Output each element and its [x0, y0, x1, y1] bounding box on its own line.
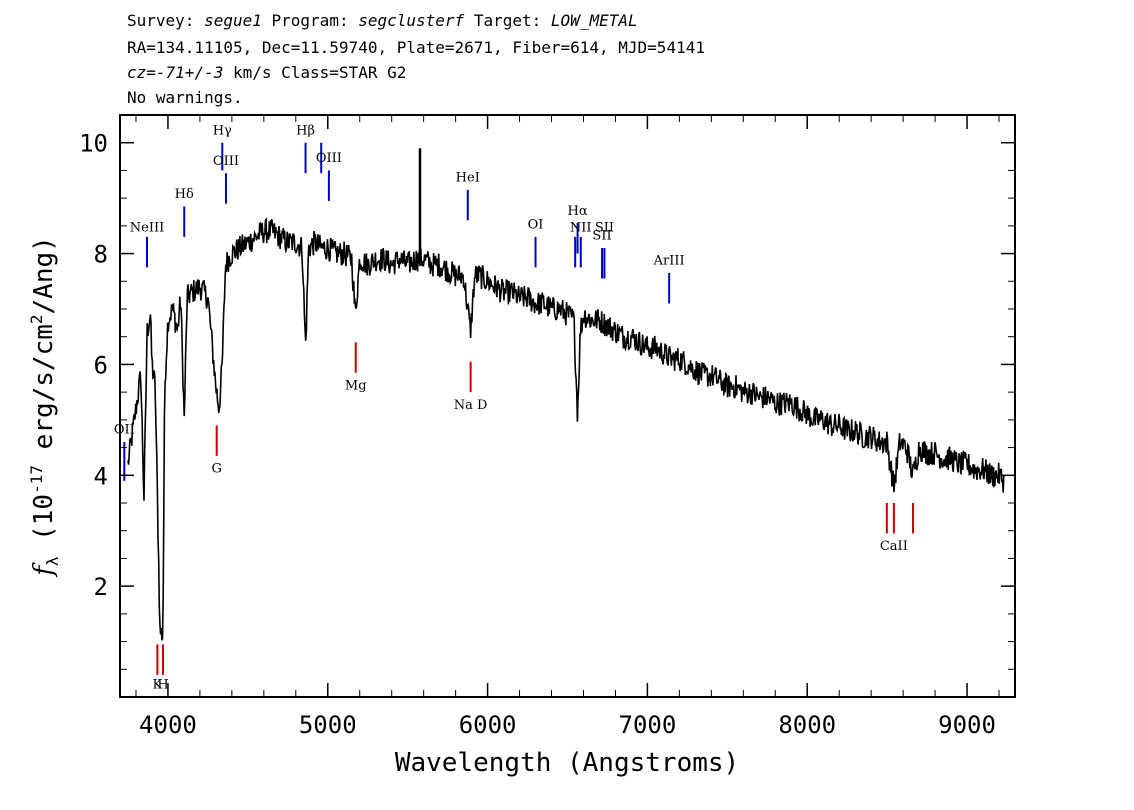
cz-value: -71+/-3	[155, 63, 224, 82]
program-label: Program:	[271, 11, 349, 30]
y-axis-label-c: /Ang)	[29, 236, 59, 314]
emission_lines-label: SII	[595, 220, 614, 235]
target-label: Target:	[473, 11, 542, 30]
absorption_lines-label: Na D	[454, 398, 488, 413]
x-tick-label: 8000	[778, 711, 836, 739]
y-axis-label: fλ (10-17 erg/s/cm2/Ang)	[27, 236, 62, 578]
y-axis-label-exp2: 2	[27, 314, 46, 324]
emission_lines-label: NeIII	[130, 220, 164, 235]
target-value: LOW_METAL	[550, 11, 638, 30]
x-tick-label: 5000	[299, 711, 357, 739]
y-axis-label-exp: -17	[27, 465, 46, 494]
header-line-target: Survey: segue1 Program: segclusterf Targ…	[127, 12, 638, 30]
header-line-redshift: cz=-71+/-3 km/s Class=STAR G2	[127, 64, 406, 82]
program-value: segclusterf	[358, 11, 465, 30]
emission_lines-label: OI	[528, 218, 544, 233]
y-tick-label: 2	[94, 573, 108, 601]
emission_lines-label: NII	[570, 220, 592, 235]
absorption_lines-label: K	[153, 678, 163, 693]
emission_lines-label: Hδ	[175, 187, 194, 202]
x-tick-label: 4000	[139, 711, 197, 739]
header-line-coords: RA=134.11105, Dec=11.59740, Plate=2671, …	[127, 38, 705, 57]
emission_lines-label: Hα	[568, 204, 588, 219]
header-line-warnings: No warnings.	[127, 88, 243, 107]
plot-frame	[119, 114, 1016, 698]
cz-label: cz=	[127, 63, 156, 82]
emission_lines-label: OII	[114, 423, 135, 438]
series-layer	[127, 148, 1005, 641]
survey-value: segue1	[204, 11, 262, 30]
emission_lines-label: OIII	[316, 151, 342, 166]
y-tick-label: 10	[79, 130, 108, 158]
y-axis-label-b: erg/s/cm	[29, 324, 59, 465]
emission_lines-label: SII	[592, 229, 611, 244]
x-tick-label: 9000	[938, 711, 996, 739]
y-axis-label-sub: λ	[43, 556, 62, 566]
absorption_lines-label: G	[211, 462, 221, 477]
survey-label: Survey:	[127, 11, 195, 30]
absorption_lines-label: Mg	[345, 378, 367, 393]
spectral-lines-layer: OIINeIIIHδHγOIIIHβOIIIHeIOIHαNIISIISIIAr…	[114, 123, 915, 693]
y-tick-label: 8	[94, 241, 108, 269]
emission_lines-label: ArIII	[653, 254, 685, 269]
cz-rest: km/s Class=STAR G2	[223, 63, 407, 82]
y-tick-label: 4	[94, 462, 108, 490]
emission_lines-label: OIII	[213, 154, 239, 169]
x-tick-label: 6000	[459, 711, 517, 739]
y-tick-label: 6	[94, 351, 108, 379]
axes-layer: 4000 5000 6000 7000 8000 9000 2 4 6 8 10	[79, 115, 1015, 739]
emission_lines-label: Hγ	[213, 123, 232, 138]
y-axis-label-a: (10	[29, 494, 59, 557]
x-axis-label: Wavelength (Angstroms)	[395, 748, 739, 778]
absorption_lines-label: H	[157, 678, 168, 693]
emission_lines-label: HeI	[456, 171, 480, 186]
emission_lines-label: Hβ	[296, 123, 315, 138]
x-tick-label: 7000	[619, 711, 677, 739]
spectrum-line	[127, 217, 1005, 641]
absorption_lines-label: CaII	[880, 539, 908, 554]
